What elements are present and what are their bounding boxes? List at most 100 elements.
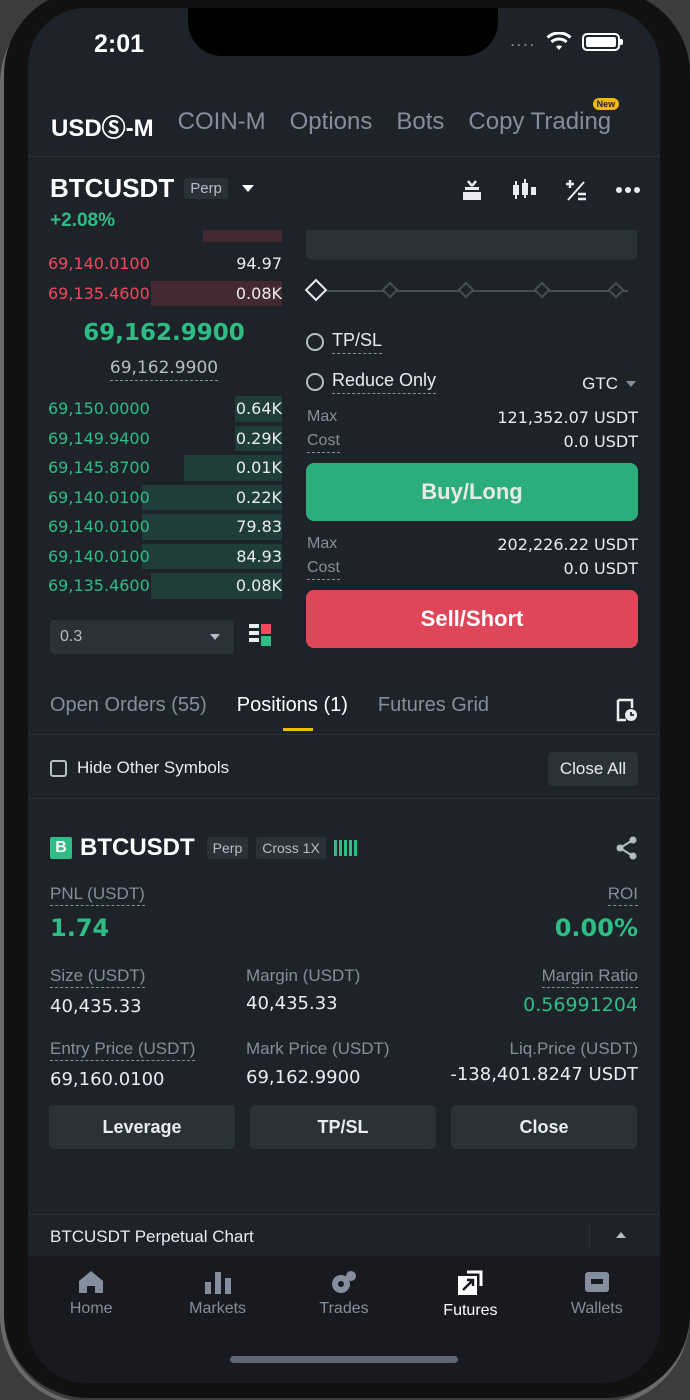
markets-icon [204, 1272, 231, 1294]
divider [28, 156, 660, 157]
position-symbol[interactable]: BTCUSDT [80, 834, 195, 861]
margin-label: Margin (USDT) [246, 966, 361, 985]
bid-row[interactable]: 69,140.0100 0.22K [48, 483, 282, 513]
notch [188, 8, 498, 56]
hide-other-symbols-checkbox[interactable] [50, 759, 67, 777]
chevron-down-icon [241, 185, 254, 192]
nav-trades[interactable]: Trades [281, 1256, 407, 1383]
nav-markets[interactable]: Markets [154, 1256, 280, 1383]
bid-row[interactable]: 69,150.0000 0.64K [48, 394, 282, 424]
app-screen: 2:01 .... USDⓈ-M COIN-M Options Bots Cop… [28, 8, 660, 1383]
bid-row[interactable]: 69,140.0100 79.83 [48, 512, 282, 542]
margin-mode-chip[interactable]: Cross 1X [256, 837, 326, 859]
close-position-button[interactable]: Close [451, 1105, 637, 1149]
ask-price: 69,135.4600 [48, 283, 150, 303]
home-icon [79, 1271, 104, 1293]
amount-slider[interactable] [304, 278, 628, 302]
bid-price: 69,140.0100 [48, 487, 150, 507]
position-header: B BTCUSDT Perp Cross 1X [50, 834, 357, 862]
nav-home[interactable]: Home [28, 1256, 154, 1383]
bid-row[interactable]: 69,135.4600 0.08K [48, 571, 282, 601]
bid-depth-bar [141, 543, 282, 569]
ask-row[interactable]: 69,140.0100 94.97 [48, 249, 282, 279]
tpsl-radio[interactable] [306, 333, 324, 351]
wallets-icon [584, 1272, 609, 1292]
margin-value: 40,435.33 [246, 993, 338, 1014]
chevron-up-icon[interactable] [616, 1232, 626, 1238]
tab-bots[interactable]: Bots [396, 108, 445, 135]
bid-price: 69,145.8700 [48, 458, 150, 478]
order-history-icon[interactable] [616, 698, 638, 722]
order-book-layout-icon[interactable] [248, 623, 272, 647]
buy-cost-label: Cost [307, 432, 340, 453]
tab-coin-m[interactable]: COIN-M [177, 108, 266, 135]
slider-step[interactable] [381, 281, 399, 299]
nav-wallets[interactable]: Wallets [534, 1256, 660, 1383]
tab-usds-m[interactable]: USDⓈ-M [51, 115, 154, 142]
roi-label: ROI [607, 884, 638, 906]
nav-futures[interactable]: Futures [407, 1256, 533, 1383]
tab-positions[interactable]: Positions (1) [236, 694, 348, 731]
depth-precision-select[interactable]: 0.3 [50, 620, 234, 654]
leverage-button[interactable]: Leverage [49, 1105, 235, 1149]
bid-row[interactable]: 69,145.8700 0.01K [48, 453, 282, 483]
ask-row[interactable]: 69,135.4600 0.08K [48, 279, 282, 309]
buy-max-label: Max [307, 408, 338, 425]
order-book-bids: 69,150.0000 0.64K 69,149.9400 0.29K 69,145… [48, 394, 282, 601]
tab-open-orders[interactable]: Open Orders (55) [50, 694, 207, 716]
home-indicator [230, 1356, 458, 1363]
tpsl-option[interactable]: TP/SL [306, 330, 383, 354]
candlestick-icon[interactable] [510, 176, 538, 204]
time-in-force-value: GTC [582, 374, 618, 393]
perpetual-chart-bar[interactable]: BTCUSDT Perpetual Chart [28, 1214, 660, 1256]
reduce-only-radio[interactable] [306, 373, 324, 391]
tab-options[interactable]: Options [289, 108, 373, 135]
symbol-selector[interactable]: BTCUSDT Perp [50, 173, 254, 204]
contract-chip: Perp [206, 837, 249, 859]
ask-depth-bar [203, 230, 282, 242]
time-in-force-select[interactable]: GTC [582, 374, 636, 394]
margin-ratio-value: 0.56991204 [523, 994, 638, 1016]
amount-input[interactable] [306, 230, 637, 260]
reduce-only-option[interactable]: Reduce Only [306, 370, 437, 394]
hide-other-symbols-label: Hide Other Symbols [77, 758, 230, 777]
gift-icon[interactable] [458, 176, 486, 204]
roi-value: 0.00% [554, 914, 638, 942]
bid-row[interactable]: 69,140.0100 84.93 [48, 542, 282, 572]
buy-long-button[interactable]: Buy/Long [306, 463, 638, 521]
chart-bar-title: BTCUSDT Perpetual Chart [50, 1227, 254, 1246]
size-label-text: Size (USDT) [50, 966, 146, 988]
calculator-icon[interactable] [562, 176, 590, 204]
slider-step[interactable] [533, 281, 551, 299]
tpsl-button[interactable]: TP/SL [250, 1105, 436, 1149]
sell-max-value: 202,226.22 USDT [497, 535, 638, 554]
close-all-button[interactable]: Close All [547, 752, 638, 786]
sell-cost-value: 0.0 USDT [563, 559, 639, 578]
last-price[interactable]: 69,162.9900 [83, 320, 245, 346]
bid-depth-bar [183, 455, 282, 481]
hide-other-symbols-option[interactable]: Hide Other Symbols [50, 758, 229, 778]
sell-short-button[interactable]: Sell/Short [306, 590, 638, 648]
entry-price-label-text: Entry Price (USDT) [50, 1039, 196, 1061]
nav-futures-label: Futures [443, 1302, 498, 1319]
buy-cost-value: 0.0 USDT [563, 432, 639, 451]
slider-handle[interactable] [304, 278, 328, 302]
liq-price-label: Liq.Price (USDT) [509, 1039, 638, 1058]
signal-dots: .... [510, 33, 536, 50]
divider [28, 734, 660, 735]
bid-depth-bar [235, 425, 282, 451]
bid-depth-bar [150, 573, 282, 599]
sell-max-label: Max [307, 535, 338, 552]
more-icon[interactable] [614, 176, 642, 204]
mark-price: 69,162.9900 [48, 358, 280, 381]
mark-price-label: Mark Price (USDT) [246, 1039, 390, 1058]
share-icon[interactable] [616, 836, 638, 860]
tab-copy-trading[interactable]: Copy Trading New [468, 98, 620, 143]
slider-step[interactable] [457, 281, 475, 299]
liq-price-value: -138,401.8247 USDT [450, 1064, 638, 1085]
bid-row[interactable]: 69,149.9400 0.29K [48, 424, 282, 454]
size-value: 40,435.33 [50, 996, 142, 1017]
slider-step[interactable] [607, 281, 625, 299]
tab-futures-grid[interactable]: Futures Grid [377, 694, 490, 716]
side-badge: B [50, 837, 72, 859]
